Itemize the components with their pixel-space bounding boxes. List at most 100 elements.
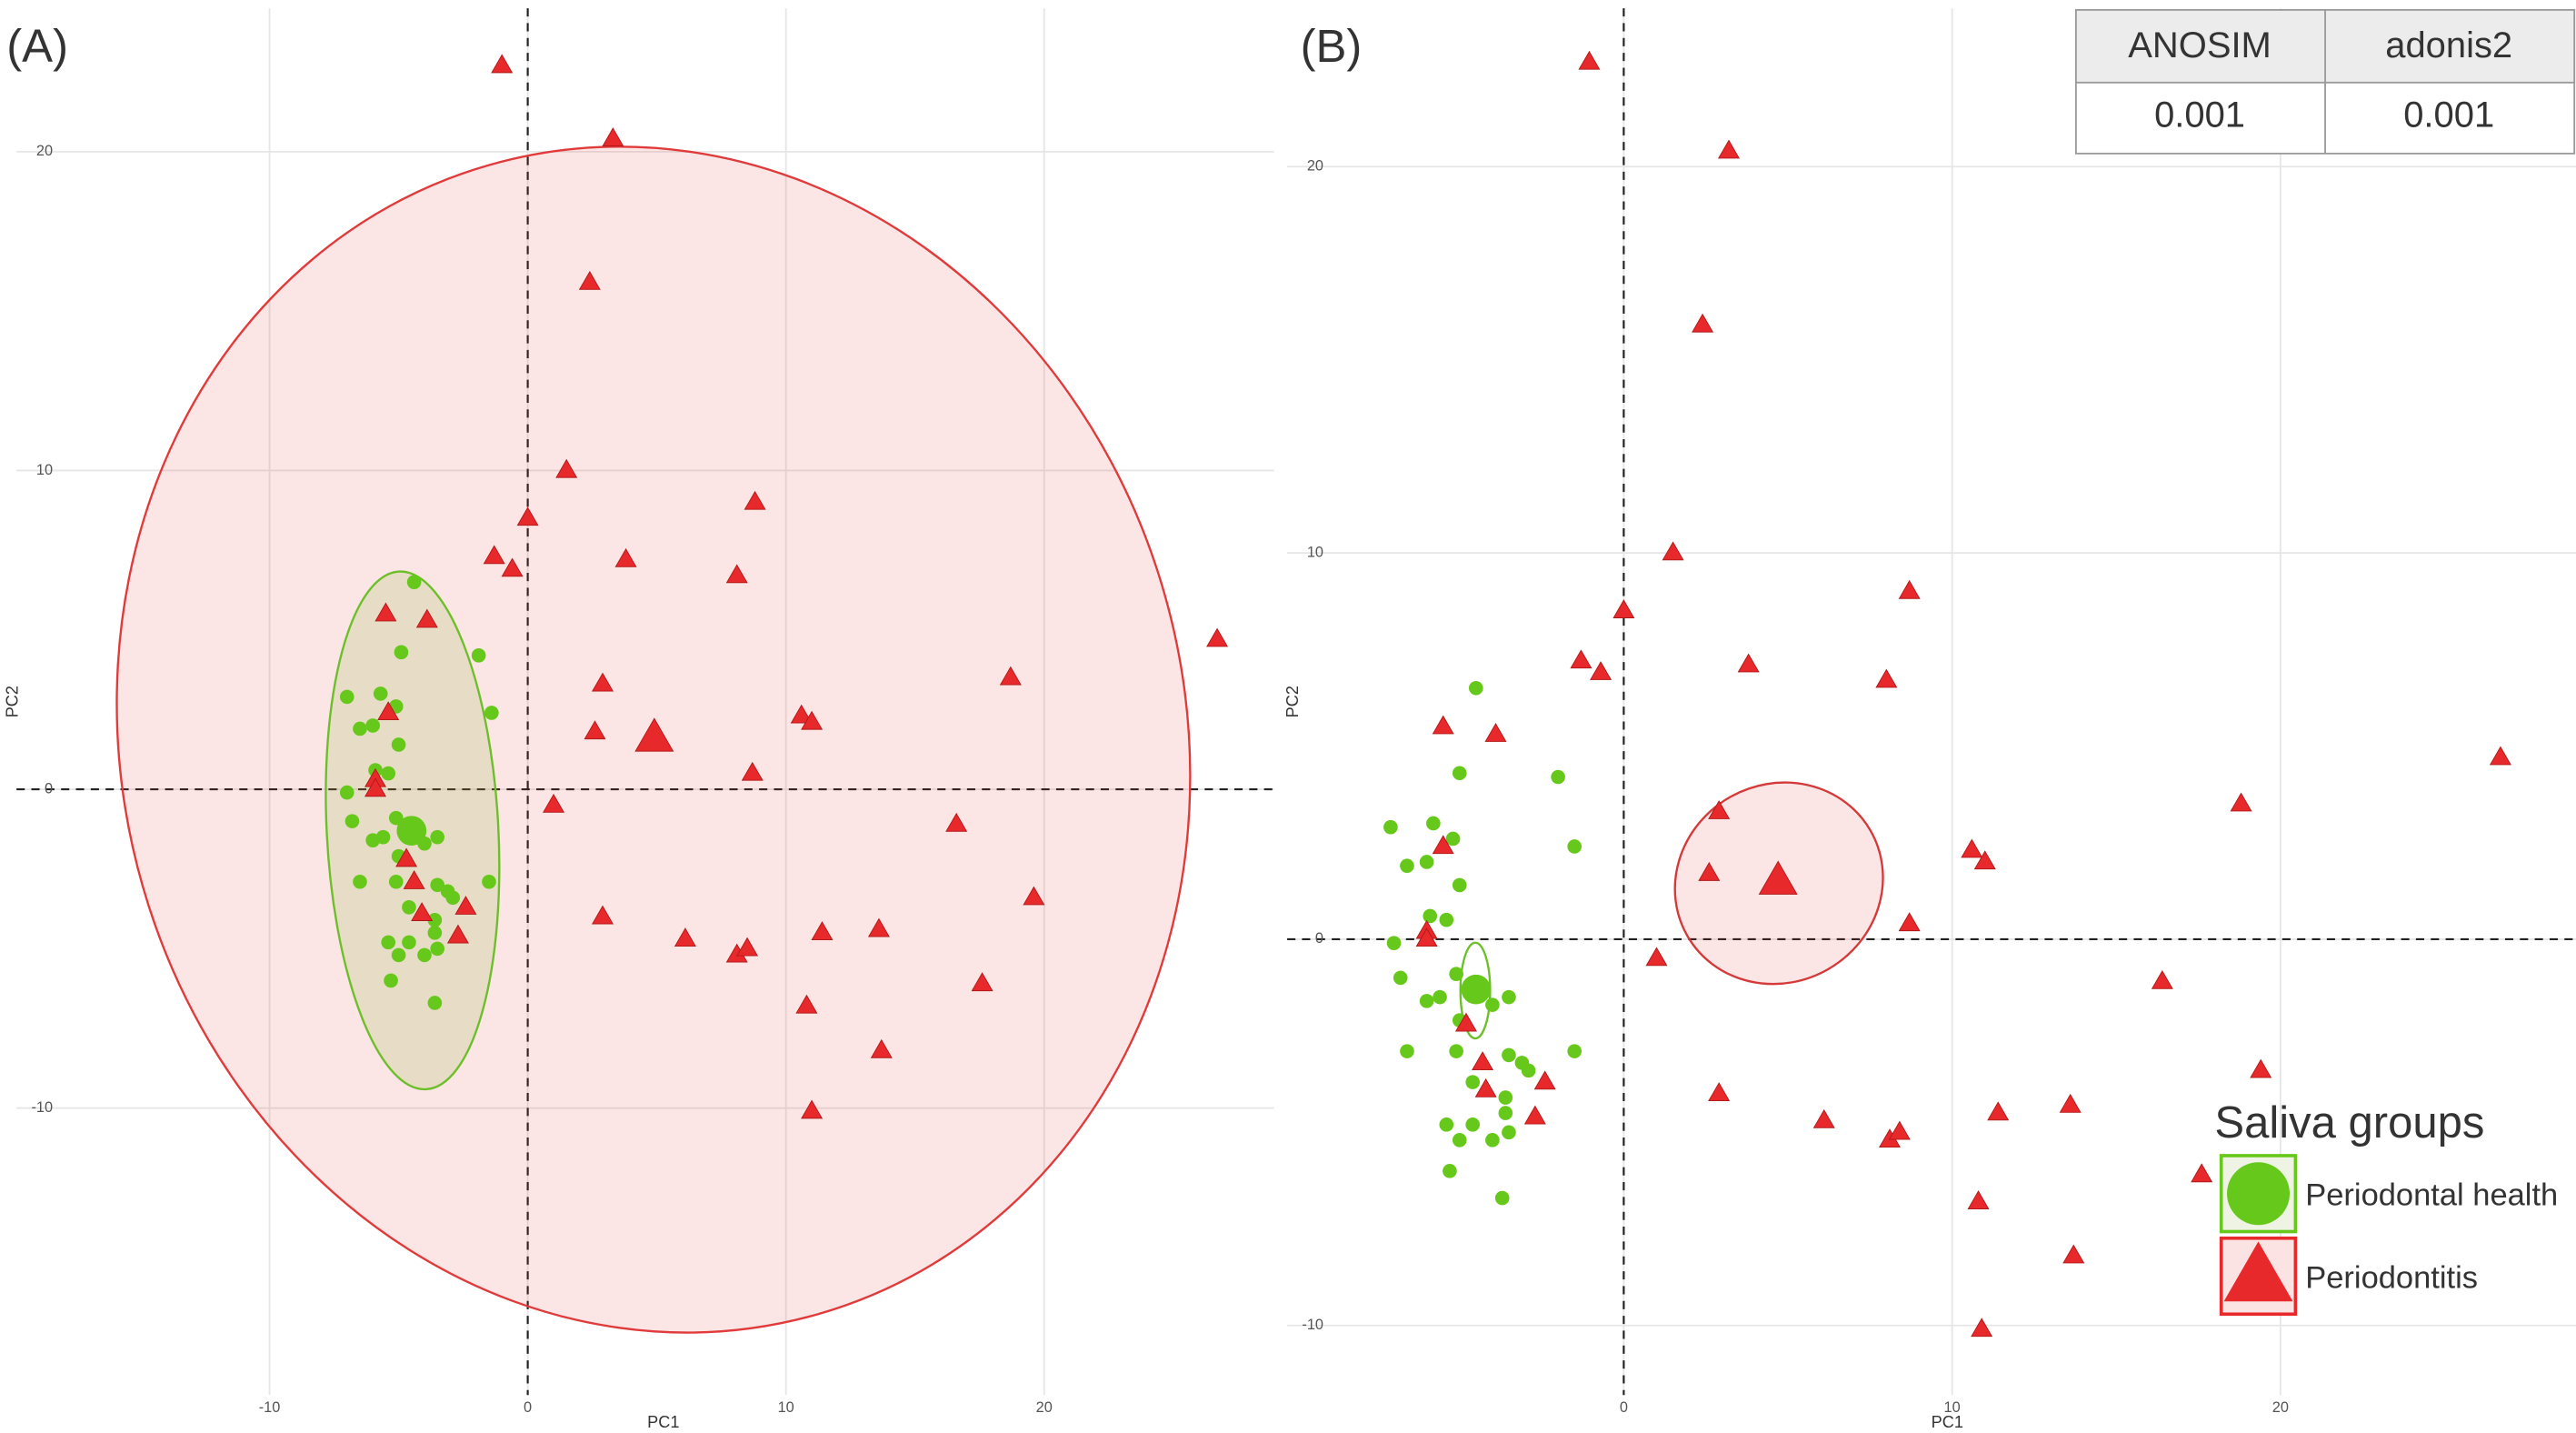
point bbox=[1419, 855, 1434, 869]
legend-title: Saliva groups bbox=[2214, 1098, 2484, 1147]
point bbox=[1967, 1190, 1990, 1209]
point bbox=[391, 737, 406, 752]
point bbox=[1400, 1044, 1414, 1058]
point bbox=[1432, 835, 1454, 855]
point bbox=[1521, 1063, 1536, 1078]
point bbox=[2489, 746, 2511, 766]
point bbox=[391, 947, 406, 963]
point bbox=[1708, 1082, 1731, 1101]
point bbox=[1452, 1133, 1467, 1147]
stats-table: ANOSIM adonis2 0.001 0.001 bbox=[2074, 8, 2576, 155]
point bbox=[1898, 579, 1921, 599]
point bbox=[402, 899, 416, 915]
point bbox=[1875, 668, 1898, 688]
point bbox=[741, 761, 764, 781]
point bbox=[1386, 936, 1402, 950]
point bbox=[1523, 1105, 1546, 1125]
x-axis-title: PC1 bbox=[1932, 1413, 1963, 1431]
point bbox=[1662, 541, 1684, 561]
point bbox=[1502, 1047, 1516, 1063]
ellipses-a bbox=[115, 145, 1192, 1334]
point bbox=[591, 672, 614, 692]
point bbox=[1888, 1120, 1911, 1140]
point bbox=[377, 701, 400, 721]
point bbox=[1439, 1117, 1454, 1132]
point bbox=[1469, 680, 1483, 696]
point bbox=[482, 874, 496, 889]
point bbox=[1445, 831, 1461, 847]
point bbox=[744, 490, 766, 510]
points-a bbox=[339, 54, 1229, 1119]
point bbox=[411, 902, 434, 921]
point bbox=[373, 686, 388, 701]
points-b bbox=[1383, 50, 2511, 1338]
centroid bbox=[1758, 860, 1798, 895]
point bbox=[375, 829, 391, 845]
point bbox=[1717, 139, 1740, 159]
y-tick-label: 20 bbox=[36, 143, 53, 159]
legend-label: Periodontal health bbox=[2305, 1177, 2558, 1212]
point bbox=[584, 720, 606, 740]
y-tick-label: -10 bbox=[1302, 1317, 1323, 1333]
point bbox=[1465, 1117, 1481, 1132]
point bbox=[736, 937, 759, 957]
point bbox=[417, 947, 432, 963]
legend-symbol bbox=[2223, 1241, 2293, 1302]
point bbox=[402, 935, 416, 950]
legend: Saliva groups Periodontal health Periodont… bbox=[2214, 1098, 2558, 1317]
point bbox=[364, 777, 387, 797]
panel-label: (B) bbox=[1301, 20, 1363, 72]
point bbox=[1502, 989, 1516, 1005]
grid-a bbox=[16, 8, 1274, 1396]
point bbox=[471, 648, 486, 663]
point bbox=[388, 810, 404, 826]
point bbox=[353, 721, 367, 737]
point bbox=[491, 54, 514, 74]
point bbox=[1023, 886, 1045, 906]
y-axis-title: PC2 bbox=[3, 686, 21, 717]
y-tick-label: 10 bbox=[1307, 544, 1323, 560]
point bbox=[365, 718, 380, 733]
point bbox=[999, 666, 1022, 686]
point bbox=[1578, 50, 1601, 70]
point bbox=[1567, 1044, 1582, 1058]
point bbox=[1423, 908, 1438, 924]
centroid bbox=[1461, 974, 1492, 1005]
point bbox=[790, 704, 813, 724]
y-tick-label: 0 bbox=[1315, 930, 1323, 947]
x-tick-label: 0 bbox=[524, 1399, 532, 1416]
point bbox=[1443, 1164, 1457, 1178]
point bbox=[394, 645, 409, 660]
x-tick-label: 0 bbox=[1620, 1399, 1628, 1416]
point bbox=[1987, 1101, 2010, 1121]
point bbox=[430, 829, 444, 845]
point bbox=[2250, 1058, 2272, 1078]
point bbox=[1692, 313, 1714, 333]
grid-b bbox=[1287, 8, 2576, 1396]
point bbox=[339, 785, 354, 800]
point bbox=[1570, 649, 1593, 669]
x-tick-label: 20 bbox=[1036, 1399, 1053, 1416]
panel-label: (A) bbox=[6, 20, 68, 72]
point bbox=[1502, 1125, 1516, 1140]
point bbox=[945, 812, 968, 832]
point bbox=[427, 913, 443, 927]
legend-label: Periodontitis bbox=[2305, 1260, 2478, 1295]
point bbox=[1206, 627, 1229, 647]
y-axis-title: PC2 bbox=[1283, 686, 1302, 717]
point bbox=[1454, 1012, 1477, 1032]
point bbox=[501, 557, 524, 577]
x-axis-title: PC1 bbox=[647, 1413, 679, 1431]
point bbox=[2059, 1093, 2082, 1113]
point bbox=[1426, 816, 1441, 831]
point bbox=[1465, 1075, 1481, 1089]
point bbox=[516, 506, 539, 526]
point bbox=[1485, 1133, 1500, 1147]
point bbox=[795, 994, 818, 1014]
point bbox=[801, 710, 824, 730]
point bbox=[1415, 927, 1438, 947]
point bbox=[381, 766, 396, 781]
point bbox=[1612, 599, 1635, 618]
point bbox=[1961, 838, 1983, 858]
point bbox=[1971, 1318, 1993, 1338]
